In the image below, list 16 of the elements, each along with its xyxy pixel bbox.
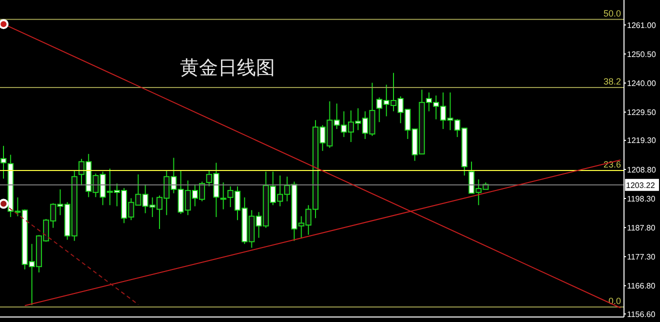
y-tick-label: 1240.00 bbox=[627, 78, 656, 88]
y-tick-label: 1229.50 bbox=[627, 108, 656, 117]
y-tick-label: 1166.80 bbox=[627, 282, 656, 291]
ref-line-label: 1203.22 bbox=[626, 180, 656, 190]
y-tick-label: 1198.30 bbox=[627, 194, 656, 204]
y-tick-label: 1187.80 bbox=[627, 223, 656, 232]
y-tick-label: 1208.80 bbox=[627, 165, 656, 174]
text: 黄金日线图 bbox=[180, 56, 275, 81]
y-tick-label: 1261.00 bbox=[627, 20, 656, 30]
y-tick-label: 1177.30 bbox=[627, 252, 656, 262]
y-tick-label: 1219.30 bbox=[627, 136, 656, 146]
annotation: 23.6 bbox=[603, 160, 621, 170]
y-tick-label: 1156.60 bbox=[627, 310, 656, 319]
y-tick-label: 1250.50 bbox=[627, 50, 656, 59]
annotation: 50.0 bbox=[603, 8, 621, 18]
annotation: 38.2 bbox=[603, 76, 621, 86]
